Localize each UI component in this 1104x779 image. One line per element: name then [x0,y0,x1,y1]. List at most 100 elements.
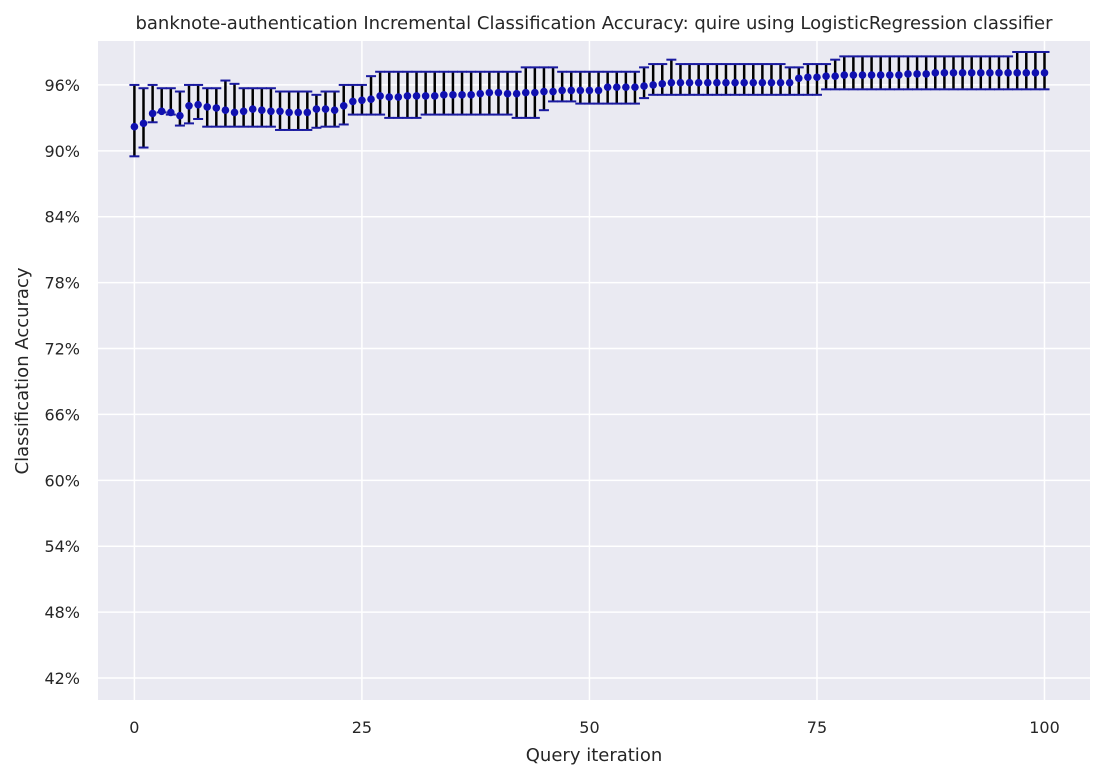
data-point [176,111,184,120]
data-point [540,87,548,96]
data-point [1040,69,1049,77]
data-point [931,69,940,77]
data-point [139,119,148,128]
data-point [440,91,448,99]
data-point [567,86,576,95]
data-point [758,78,767,87]
data-point [594,86,603,95]
data-point [194,100,202,109]
data-point [585,86,594,95]
data-point [403,92,412,100]
data-point [258,106,266,114]
data-point [130,122,139,131]
data-point [885,71,894,79]
data-point [157,107,166,116]
y-tick-label: 96% [44,76,80,95]
data-point [703,78,712,87]
data-point [940,69,949,77]
data-point [185,102,193,110]
data-point [367,95,375,104]
data-point [603,83,612,91]
data-point [358,96,366,105]
data-point [549,87,557,96]
data-point [467,91,475,99]
data-point [722,78,730,87]
plot-background [98,41,1090,700]
data-point [685,78,694,87]
chart-title: banknote-authentication Incremental Clas… [135,13,1053,34]
data-point [285,108,293,117]
data-point [794,74,803,83]
data-point [531,88,539,97]
data-point [804,73,812,82]
data-point [640,82,648,90]
x-tick-label: 75 [807,718,827,737]
data-point [394,93,403,101]
y-tick-label: 66% [44,405,80,424]
data-point [631,83,639,91]
data-point [212,104,221,112]
x-tick-labels: 0 25 50 75 100 [129,718,1059,737]
data-point [967,69,976,77]
data-point [622,83,630,91]
data-point [385,93,394,101]
data-point [349,97,357,106]
data-point [922,70,930,78]
data-point [248,105,257,113]
data-point [713,78,721,87]
data-point [312,105,321,113]
data-point [503,89,512,98]
data-point [449,91,457,99]
y-axis-label: Classification Accuracy [12,267,33,474]
data-point [976,69,985,77]
x-tick-label: 25 [352,718,372,737]
x-tick-label: 100 [1029,718,1060,737]
data-point [267,107,275,116]
data-point [339,102,348,110]
data-point [958,69,967,77]
data-points [130,69,1049,131]
y-tick-label: 60% [44,471,80,490]
data-point [421,92,430,100]
data-point [476,89,485,98]
data-point [612,83,621,91]
data-point [767,78,776,87]
y-tick-label: 54% [44,537,80,556]
data-point [521,88,530,97]
data-point [576,86,585,95]
y-tick-label: 72% [44,340,80,359]
data-point [995,69,1003,77]
data-point [986,69,994,77]
data-point [294,108,303,117]
data-point [303,108,312,117]
data-point [895,71,903,79]
data-point [649,81,657,89]
data-point [822,72,830,80]
data-point [276,107,284,116]
data-point [376,92,384,100]
data-point [458,91,466,99]
data-point [203,103,212,111]
data-point [485,88,494,97]
data-point [558,86,566,95]
data-point [867,71,876,79]
y-tick-labels: 42% 48% 54% 60% 66% 72% 78% 84% 90% 96% [44,76,80,688]
data-point [412,92,421,100]
y-tick-label: 78% [44,274,80,293]
y-tick-label: 48% [44,603,80,622]
data-point [430,92,439,100]
data-point [330,106,339,114]
y-tick-label: 90% [44,142,80,161]
data-point [949,69,958,77]
data-point [849,71,858,79]
data-point [858,71,867,79]
data-point [840,71,849,79]
data-point [167,108,175,117]
data-point [1004,69,1012,77]
data-point [1031,69,1040,77]
data-point [876,71,885,79]
data-point [321,105,330,113]
x-axis-label: Query iteration [526,745,662,766]
data-point [1013,69,1021,77]
data-point [749,78,758,87]
